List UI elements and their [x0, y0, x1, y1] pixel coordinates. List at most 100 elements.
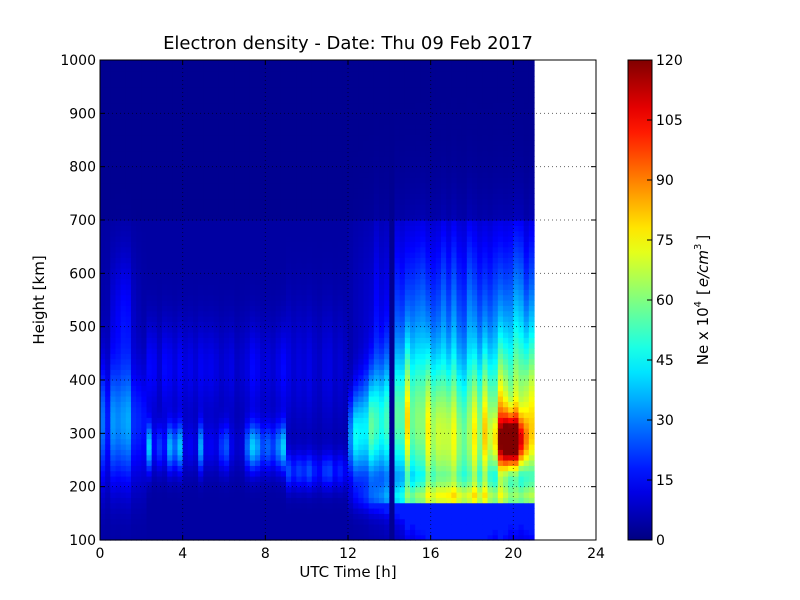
heat-cell: [280, 332, 287, 338]
heat-cell: [203, 177, 210, 184]
heat-cell: [213, 140, 220, 146]
heat-cell: [275, 380, 282, 386]
heat-cell: [301, 390, 308, 397]
heat-cell: [327, 497, 334, 504]
heat-cell: [270, 460, 277, 466]
heat-cell: [234, 438, 241, 445]
heat-cell: [141, 332, 148, 338]
heat-cell: [379, 529, 385, 536]
heat-cell: [239, 481, 246, 488]
heat-cell: [177, 246, 184, 253]
heat-cell: [125, 385, 132, 392]
heat-cell: [368, 268, 375, 274]
heat-cell: [296, 70, 303, 77]
heat-cell: [162, 449, 168, 456]
heat-cell: [270, 508, 277, 514]
heat-cell: [100, 113, 106, 120]
heat-cell: [167, 502, 173, 509]
heat-cell: [301, 108, 308, 114]
heat-cell: [368, 86, 375, 93]
heat-cell: [265, 524, 272, 530]
heat-cell: [203, 236, 210, 242]
heat-cell: [379, 534, 385, 541]
heat-cell: [255, 518, 261, 525]
heat-cell: [296, 278, 303, 285]
heat-cell: [224, 364, 230, 370]
heat-cell: [162, 422, 168, 429]
heat-cell: [244, 348, 251, 354]
heat-cell: [270, 284, 277, 290]
heat-cell: [100, 102, 106, 109]
heat-cell: [131, 220, 137, 226]
heat-cell: [141, 300, 148, 306]
heat-cell: [311, 273, 318, 280]
heat-cell: [260, 81, 266, 88]
heat-cell: [125, 524, 132, 530]
heat-cell: [131, 310, 137, 317]
heat-cell: [291, 438, 297, 445]
heat-cell: [358, 241, 365, 248]
heat-cell: [224, 380, 230, 386]
heat-cell: [213, 454, 220, 461]
heat-cell: [244, 476, 251, 482]
heat-cell: [311, 364, 318, 370]
heat-cell: [265, 273, 272, 280]
heat-cell: [224, 86, 230, 93]
heat-cell: [167, 422, 173, 429]
heat-cell: [373, 262, 380, 269]
heat-cell: [136, 428, 142, 434]
heat-cell: [187, 369, 194, 376]
heat-cell: [373, 156, 380, 162]
heat-cell: [358, 60, 365, 66]
heat-cell: [244, 150, 251, 157]
heat-cell: [348, 529, 354, 536]
heat-cell: [373, 305, 380, 312]
heat-cell: [291, 86, 297, 93]
heat-cell: [100, 497, 106, 504]
heat-cell: [151, 326, 158, 333]
heat-cell: [286, 134, 292, 141]
heat-cell: [208, 310, 215, 317]
heat-cell: [100, 214, 106, 221]
heat-cell: [280, 118, 287, 125]
heat-cell: [177, 390, 184, 397]
heat-cell: [146, 102, 153, 109]
heat-cell: [260, 524, 266, 530]
heat-cell: [244, 118, 251, 125]
heat-cell: [151, 294, 158, 301]
heat-cell: [296, 337, 303, 344]
heat-cell: [136, 497, 142, 504]
heat-cell: [146, 433, 153, 440]
heat-cell: [368, 81, 375, 88]
heat-cell: [322, 241, 328, 248]
heat-cell: [301, 134, 308, 141]
heat-cell: [182, 252, 189, 258]
heat-cell: [332, 492, 339, 498]
heat-cell: [260, 310, 266, 317]
heat-cell: [322, 204, 328, 210]
heat-cell: [249, 108, 256, 114]
heat-cell: [291, 524, 297, 530]
heat-cell: [291, 294, 297, 301]
heat-cell: [311, 118, 318, 125]
heat-cell: [275, 401, 282, 408]
heat-cell: [146, 225, 153, 232]
heat-cell: [296, 102, 303, 109]
heat-cell: [239, 97, 246, 104]
heat-cell: [141, 326, 148, 333]
heat-cell: [162, 513, 168, 520]
heat-cell: [229, 166, 235, 173]
heat-cell: [265, 102, 272, 109]
heat-cell: [337, 102, 344, 109]
heat-cell: [384, 353, 390, 360]
heat-cell: [379, 305, 385, 312]
heat-cell: [337, 470, 344, 477]
heat-cell: [146, 385, 153, 392]
heat-cell: [342, 118, 349, 125]
heat-cell: [358, 166, 365, 173]
heat-cell: [368, 113, 375, 120]
heat-cell: [332, 428, 339, 434]
heat-cell: [311, 220, 318, 226]
heat-cell: [151, 124, 158, 130]
heat-cell: [244, 497, 251, 504]
